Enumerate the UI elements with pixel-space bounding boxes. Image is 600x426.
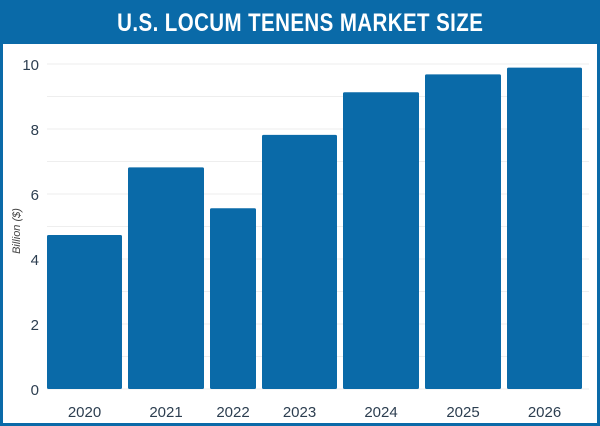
y-tick-label: 2 (31, 317, 39, 334)
y-tick-label: 4 (31, 252, 39, 269)
x-tick-label: 2024 (364, 404, 397, 421)
title-banner: U.S. LOCUM TENENS MARKET SIZE (3, 3, 597, 44)
bar-2020 (47, 234, 122, 389)
y-axis-label: Billion ($) (11, 208, 23, 254)
y-tick-label: 10 (22, 57, 39, 74)
x-tick-label: 2026 (528, 404, 561, 421)
bar-2021 (128, 167, 204, 389)
x-tick-label: 2021 (149, 404, 182, 421)
bar-chart: 0 2 4 6 8 10 2020 2021 2022 2023 2024 2025 2026 Bil… (11, 57, 589, 421)
y-tick-label: 6 (31, 187, 39, 204)
bar-2025 (425, 74, 501, 390)
y-tick-label: 0 (31, 382, 39, 399)
bars (47, 67, 582, 390)
y-axis-ticks: 0 2 4 6 8 10 (22, 57, 39, 399)
bar-2023 (262, 134, 337, 389)
x-tick-label: 2020 (68, 404, 101, 421)
chart-title: U.S. LOCUM TENENS MARKET SIZE (116, 9, 484, 37)
y-tick-label: 8 (31, 122, 39, 139)
x-tick-label: 2023 (283, 404, 316, 421)
bar-2026 (507, 67, 582, 389)
bar-2024 (343, 92, 419, 390)
x-tick-label: 2022 (216, 404, 249, 421)
x-axis-ticks: 2020 2021 2022 2023 2024 2025 2026 (68, 404, 561, 421)
bar-2022 (210, 208, 256, 389)
x-tick-label: 2025 (446, 404, 479, 421)
